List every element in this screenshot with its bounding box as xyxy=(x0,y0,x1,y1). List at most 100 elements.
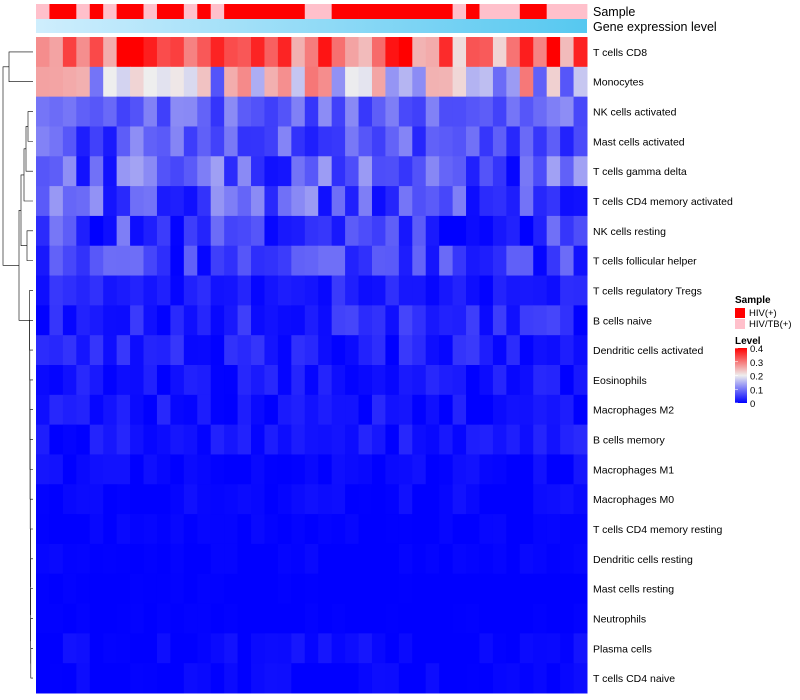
heatmap-cell xyxy=(345,573,360,605)
heatmap-cell xyxy=(533,66,548,98)
heatmap-cell xyxy=(36,96,50,127)
heatmap-cell xyxy=(412,66,427,98)
heatmap-cell xyxy=(412,335,427,366)
heatmap-cell xyxy=(277,126,292,157)
heatmap-cell xyxy=(237,66,252,98)
heatmap-cell xyxy=(183,156,198,187)
heatmap-cell xyxy=(277,156,292,187)
heatmap-cell xyxy=(425,573,440,605)
heatmap-cell xyxy=(412,424,427,455)
heatmap-cell xyxy=(291,156,306,187)
heatmap-cell xyxy=(560,37,575,68)
heatmap-cell xyxy=(425,156,440,187)
heatmap-cell xyxy=(385,514,400,545)
heatmap-cell xyxy=(170,424,185,455)
heatmap-cell xyxy=(143,126,158,157)
heatmap-cell xyxy=(237,573,252,605)
heatmap-cell xyxy=(89,96,104,127)
heatmap-cell xyxy=(264,543,279,575)
heatmap-cell xyxy=(197,126,212,157)
sample-annotation-cell xyxy=(560,4,574,19)
heatmap-cell xyxy=(103,305,118,336)
heatmap-cell xyxy=(492,215,507,247)
heatmap-cell xyxy=(345,156,360,187)
heatmap-cell xyxy=(345,186,360,217)
heatmap-cell xyxy=(264,37,279,68)
heatmap-cell xyxy=(304,365,319,396)
heatmap-cell xyxy=(156,186,171,217)
heatmap-cell xyxy=(479,543,494,575)
heatmap-cell xyxy=(49,424,64,455)
heatmap-cell xyxy=(519,663,534,694)
heatmap-cell xyxy=(130,633,145,664)
heatmap-cell xyxy=(251,245,265,277)
heatmap-cell xyxy=(103,215,118,247)
heatmap-cell xyxy=(452,66,467,98)
heatmap-cell xyxy=(237,245,252,277)
heatmap-cell xyxy=(251,275,265,306)
heatmap-cell xyxy=(479,126,494,157)
heatmap-cell xyxy=(156,305,171,336)
heatmap-cell xyxy=(345,603,360,634)
heatmap-cell xyxy=(197,37,212,68)
heatmap-cell xyxy=(560,484,575,515)
heatmap-cell xyxy=(76,394,91,426)
heatmap-cell xyxy=(506,573,521,605)
heatmap-cell xyxy=(452,186,467,217)
heatmap-cell xyxy=(452,275,467,306)
legend-key-hiv xyxy=(735,308,745,318)
heatmap-cell xyxy=(143,186,158,217)
heatmap-cell xyxy=(519,275,534,306)
heatmap-cell xyxy=(170,335,185,366)
heatmap-cell xyxy=(210,305,225,336)
heatmap-cell xyxy=(479,633,494,664)
heatmap-cell xyxy=(291,215,306,247)
heatmap-cell xyxy=(425,275,440,306)
heatmap-cell xyxy=(62,215,77,247)
heatmap-cell xyxy=(36,394,50,426)
heatmap-cell xyxy=(76,573,91,605)
heatmap-cell xyxy=(466,394,480,426)
heatmap-cell xyxy=(210,37,225,68)
heatmap-cell xyxy=(251,126,265,157)
heatmap-cell xyxy=(371,215,386,247)
heatmap-cell xyxy=(546,424,561,455)
heatmap-cell xyxy=(210,245,225,277)
row-label: Macrophages M0 xyxy=(593,494,674,506)
legend-tick: 0.3 xyxy=(750,358,763,369)
heatmap-cell xyxy=(345,454,360,485)
heatmap-cell xyxy=(89,663,104,694)
heatmap-cell xyxy=(506,275,521,306)
heatmap-cell xyxy=(62,275,77,306)
heatmap-cell xyxy=(345,305,360,336)
heatmap-cell xyxy=(533,514,548,545)
heatmap-cell xyxy=(345,543,360,575)
heatmap-cell xyxy=(331,424,346,455)
heatmap-cell xyxy=(385,156,400,187)
heatmap-cell xyxy=(170,394,185,426)
row-label: T cells CD4 memory activated xyxy=(593,196,733,208)
heatmap-cell xyxy=(385,543,400,575)
heatmap-cell xyxy=(89,275,104,306)
heatmap-cell xyxy=(170,573,185,605)
heatmap-cell xyxy=(210,365,225,396)
heatmap-cell xyxy=(36,573,50,605)
heatmap-cell xyxy=(425,66,440,98)
heatmap-cell xyxy=(224,484,239,515)
heatmap-cell xyxy=(291,663,306,694)
heatmap-cell xyxy=(224,186,239,217)
heatmap-cell xyxy=(492,245,507,277)
heatmap-cell xyxy=(506,603,521,634)
heatmap-cell xyxy=(331,156,346,187)
heatmap-cell xyxy=(49,96,64,127)
heatmap-cell xyxy=(183,663,198,694)
heatmap-cell xyxy=(412,215,427,247)
sample-annotation-cell xyxy=(210,4,225,19)
sample-annotation-cell xyxy=(224,4,238,19)
heatmap-cell xyxy=(533,663,548,694)
sample-annotation-cell xyxy=(452,4,467,19)
dendrogram-branch xyxy=(2,66,19,266)
row-label: B cells naive xyxy=(593,315,652,327)
heatmap-cell xyxy=(398,275,413,306)
heatmap-cell xyxy=(371,573,386,605)
